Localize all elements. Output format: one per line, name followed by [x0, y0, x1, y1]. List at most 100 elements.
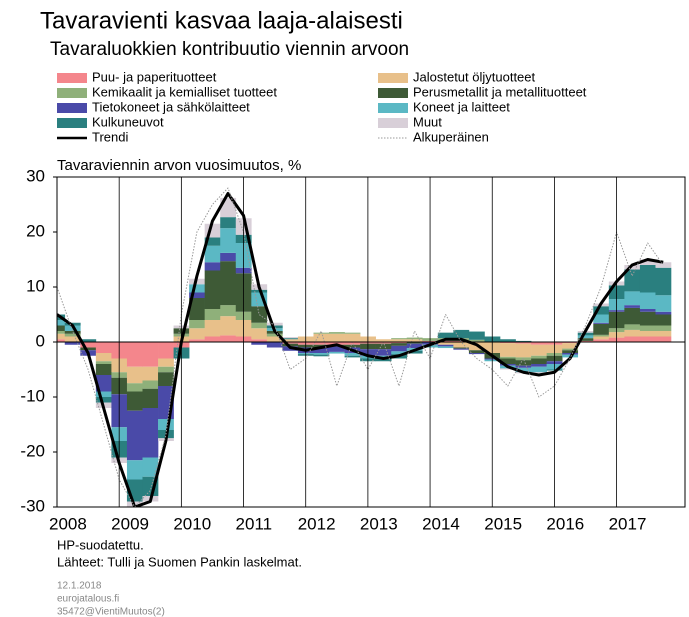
bar-segment	[313, 342, 330, 345]
bar-segment	[95, 361, 112, 364]
bar-segment	[639, 309, 656, 312]
legend-swatch	[57, 103, 87, 113]
bar-segment	[391, 338, 408, 340]
bar-segment	[344, 332, 361, 334]
y-axis-label: Tavaraviennin arvon vuosimuutos, %	[57, 157, 301, 174]
bar-segment	[593, 322, 610, 324]
bar-segment	[126, 366, 143, 384]
bar-segment	[468, 331, 485, 340]
bar-segment	[468, 339, 485, 342]
bar-segment	[204, 262, 221, 271]
trend-line	[57, 192, 664, 507]
bar-segment	[266, 322, 283, 326]
bar-segment	[126, 342, 143, 367]
bar-segment	[220, 335, 237, 342]
bar-segment	[375, 349, 392, 356]
legend-label: Muut	[413, 114, 442, 129]
bar-segment	[64, 333, 81, 337]
legend-swatch	[378, 103, 408, 113]
bar-segment	[406, 350, 423, 354]
y-tick-label: -10	[20, 386, 45, 405]
bar-segment	[468, 350, 485, 353]
x-tick-label: 2013	[360, 514, 398, 533]
bar-segment	[158, 358, 174, 367]
bar-segment	[329, 332, 345, 334]
bar-segment	[266, 342, 283, 348]
bar-segment	[142, 457, 159, 477]
bar-segment	[204, 320, 221, 337]
bar-segment	[282, 342, 299, 344]
bar-segment	[57, 325, 66, 331]
bar-segment	[639, 265, 656, 293]
bar-segment	[344, 344, 361, 348]
x-tick-label: 2017	[609, 514, 647, 533]
x-tick-label: 2011	[236, 514, 273, 533]
bar-segment	[500, 358, 516, 364]
bar-segment	[655, 267, 672, 296]
bar-segment	[531, 366, 547, 373]
bar-segment	[500, 356, 516, 359]
bar-segment	[95, 375, 112, 392]
legend-label: Perusmetallit ja metallituotteet	[413, 84, 587, 99]
chart-title: Tavaravienti kasvaa laaja-alaisesti	[40, 7, 403, 34]
bar-segment	[266, 336, 283, 342]
x-tick-label: 2014	[422, 514, 460, 533]
bar-segment	[142, 408, 159, 458]
bar-segment	[189, 298, 205, 320]
legend-swatch	[57, 118, 87, 128]
y-tick-label: 30	[26, 166, 45, 185]
footer: 12.1.2018	[57, 581, 102, 592]
bar-segment	[126, 391, 143, 411]
y-tick-label: 10	[26, 276, 45, 295]
bar-segment	[624, 305, 641, 308]
bar-segment	[655, 262, 672, 268]
bar-segment	[531, 342, 547, 345]
y-tick-label: 20	[26, 221, 45, 240]
bar-segment	[142, 342, 159, 367]
x-tick-label: 2008	[49, 514, 87, 533]
bar-segment	[593, 339, 610, 342]
chart-subtitle: Tavaraluokkien kontribuutio viennin arvo…	[50, 39, 409, 60]
bar-segment	[158, 419, 174, 430]
legend-label: Puu- ja paperituotteet	[92, 69, 217, 84]
legend-label: Kemikaalit ja kemialliset tuotteet	[92, 84, 277, 99]
bar-segment	[189, 320, 205, 329]
bar-segment	[515, 365, 532, 368]
x-tick-label: 2012	[298, 514, 336, 533]
bar-segment	[655, 336, 672, 342]
bar-segment	[593, 314, 610, 323]
bar-segment	[562, 350, 579, 353]
bar-segment	[531, 364, 547, 367]
bar-segment	[531, 358, 547, 364]
bar-segment	[142, 388, 159, 408]
bar-segment	[344, 333, 361, 342]
bar-segment	[204, 336, 221, 342]
bar-segment	[437, 346, 454, 349]
bar-segment	[251, 342, 268, 345]
bar-segment	[655, 295, 672, 312]
bar-segment	[282, 338, 299, 340]
bar-segment	[624, 329, 641, 337]
bar-segment	[220, 305, 237, 317]
bar-segment	[391, 342, 408, 344]
bar-segment	[220, 228, 237, 253]
bar-segment	[437, 344, 454, 347]
y-tick-label: 0	[36, 331, 45, 350]
bar-segment	[593, 323, 610, 335]
legend-label: Jalostetut öljytuotteet	[413, 69, 536, 84]
legend-swatch	[378, 118, 408, 128]
legend-label: Alkuperäinen	[413, 129, 489, 144]
bar-segment	[391, 343, 408, 346]
bar-segment	[282, 337, 299, 339]
bar-segment	[57, 339, 66, 342]
bar-segment	[329, 346, 345, 352]
bar-segment	[453, 342, 470, 348]
bar-segment	[639, 336, 656, 342]
bar-segment	[204, 270, 221, 309]
bar-segment	[531, 355, 547, 359]
bar-segment	[593, 334, 610, 337]
bar-segment	[189, 328, 205, 340]
bar-segment	[515, 357, 532, 361]
bar-segment	[158, 366, 174, 373]
bar-segment	[95, 391, 112, 397]
